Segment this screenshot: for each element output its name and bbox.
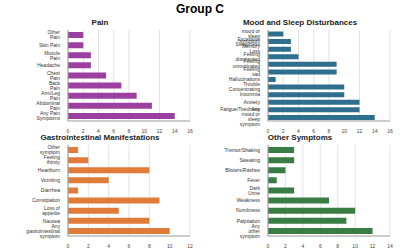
- svg-text:Insomnia: Insomnia: [240, 91, 261, 97]
- svg-text:8: 8: [336, 243, 339, 248]
- svg-text:6: 6: [112, 128, 115, 133]
- svg-text:Anyothersymptom: Anyothersymptom: [240, 223, 261, 239]
- svg-text:4: 4: [297, 128, 300, 133]
- svg-text:4: 4: [107, 243, 110, 248]
- svg-text:Weakness: Weakness: [237, 197, 261, 203]
- svg-text:OtherPain: OtherPain: [47, 29, 60, 40]
- svg-text:MusclePain: MusclePain: [44, 50, 60, 61]
- svg-text:10: 10: [167, 243, 173, 248]
- svg-text:6: 6: [128, 243, 131, 248]
- svg-text:8: 8: [128, 128, 131, 133]
- svg-text:Constipation: Constipation: [32, 197, 60, 203]
- svg-text:0: 0: [67, 128, 70, 133]
- svg-text:10: 10: [352, 243, 358, 248]
- svg-text:Heartburn: Heartburn: [38, 167, 60, 173]
- svg-text:Feelingthirsty: Feelingthirsty: [44, 154, 61, 165]
- svg-text:12: 12: [187, 243, 193, 248]
- svg-text:Any PainSymptoms: Any PainSymptoms: [36, 110, 60, 121]
- svg-text:Anygastrointestinalsymptom: Anygastrointestinalsymptom: [26, 223, 60, 239]
- svg-text:2: 2: [282, 128, 285, 133]
- svg-text:0: 0: [67, 243, 70, 248]
- svg-text:2: 2: [87, 243, 90, 248]
- svg-text:Fever: Fever: [247, 177, 260, 183]
- svg-text:14: 14: [387, 243, 392, 248]
- svg-text:Blisters/Rashes: Blisters/Rashes: [225, 167, 260, 173]
- svg-text:14: 14: [372, 128, 378, 133]
- svg-text:12: 12: [157, 128, 163, 133]
- svg-text:10: 10: [341, 128, 347, 133]
- svg-text:DarkUrine: DarkUrine: [248, 185, 260, 196]
- svg-text:Diarrhea: Diarrhea: [41, 187, 60, 193]
- svg-text:12: 12: [370, 243, 376, 248]
- svg-text:Vomiting: Vomiting: [41, 177, 60, 183]
- svg-text:Numbness: Numbness: [236, 207, 260, 213]
- svg-text:8: 8: [148, 243, 151, 248]
- svg-text:2: 2: [82, 128, 85, 133]
- svg-text:16: 16: [187, 128, 193, 133]
- svg-text:8: 8: [328, 128, 331, 133]
- svg-text:Sweating: Sweating: [239, 157, 260, 163]
- svg-text:2: 2: [284, 243, 287, 248]
- svg-text:10: 10: [141, 128, 147, 133]
- svg-text:4: 4: [301, 243, 304, 248]
- svg-text:Headache: Headache: [37, 62, 60, 68]
- svg-text:0: 0: [267, 243, 270, 248]
- svg-text:Tremor/Shaking: Tremor/Shaking: [225, 147, 261, 153]
- svg-text:4: 4: [97, 128, 100, 133]
- svg-text:16: 16: [387, 128, 392, 133]
- svg-text:14: 14: [172, 128, 178, 133]
- svg-text:12: 12: [357, 128, 363, 133]
- svg-text:Anxiety: Anxiety: [244, 99, 261, 105]
- svg-text:0: 0: [267, 128, 270, 133]
- svg-text:6: 6: [319, 243, 322, 248]
- svg-text:Anymood orsleepsymptom: Anymood orsleepsymptom: [240, 106, 261, 127]
- svg-text:Skin Pain: Skin Pain: [39, 42, 60, 48]
- svg-text:6: 6: [312, 128, 315, 133]
- svg-text:Loss ofappetite: Loss ofappetite: [42, 205, 60, 216]
